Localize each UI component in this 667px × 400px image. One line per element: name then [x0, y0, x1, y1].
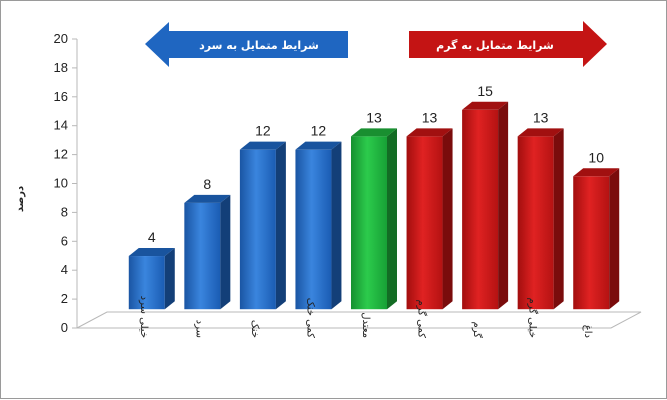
category-label: کمی گرم: [416, 299, 428, 338]
y-tick-label: 14: [54, 118, 68, 133]
bar-top: [517, 128, 564, 137]
category-label: خنک: [249, 320, 260, 338]
bar-9: [573, 168, 620, 310]
y-tick-label: 6: [61, 233, 68, 248]
y-tick-label: 8: [61, 204, 68, 219]
bar-front: [295, 149, 332, 310]
y-tick-label: 18: [54, 60, 68, 75]
y-axis-ticks: 0 2 4 6 8 10 12 14 16 18 20: [54, 31, 77, 335]
bars: [128, 101, 620, 310]
y-tick-label: 2: [61, 291, 68, 306]
y-axis-label: درصد: [15, 186, 26, 212]
bar-top: [184, 194, 231, 203]
bar-front: [128, 256, 165, 310]
y-tick-label: 10: [54, 176, 68, 191]
data-label: 10: [588, 149, 604, 165]
bar-top: [462, 101, 509, 110]
y-tick-label: 16: [54, 89, 68, 104]
bar-side: [442, 128, 453, 310]
data-label: 12: [255, 123, 271, 139]
data-label: 13: [422, 109, 438, 125]
bar-side: [220, 194, 231, 310]
data-label: 13: [366, 109, 382, 125]
bar-1: [128, 248, 175, 310]
warm-annotation: شرایط متمایل به گرم: [409, 21, 607, 67]
category-label: خیلی گرم: [527, 298, 539, 339]
data-label: 8: [203, 176, 211, 192]
bar-side: [609, 168, 620, 310]
warm-annotation-text: شرایط متمایل به گرم: [436, 39, 554, 52]
y-tick-label: 12: [54, 147, 68, 162]
bar-top: [351, 128, 397, 137]
category-labels: خیلی سرد سرد خنک کمی خنک معتدل کمی گرم گرم خیلی…: [138, 296, 593, 339]
bar-side: [387, 128, 397, 310]
category-label: معتدل: [360, 312, 371, 338]
bar-5: [351, 128, 397, 310]
category-label: گرم: [471, 322, 483, 339]
right-arrow-shape: [409, 21, 607, 67]
data-label: 4: [148, 229, 156, 245]
bar-front: [462, 109, 499, 310]
bar-2: [184, 194, 231, 310]
cold-annotation: شرایط متمایل به سرد: [145, 22, 348, 67]
bar-top: [128, 248, 175, 257]
bar-side: [553, 128, 564, 310]
bar-8: [517, 128, 564, 310]
bar-7: [462, 101, 509, 310]
bar-front: [351, 136, 387, 310]
data-labels: 4 8 12 12 13 13 15 13 10: [148, 83, 604, 245]
bar-top: [295, 141, 342, 150]
bar-front: [184, 202, 221, 310]
bar-front: [239, 149, 276, 310]
bar-top: [406, 128, 453, 137]
y-tick-label: 0: [61, 320, 68, 335]
cold-annotation-text: شرایط متمایل به سرد: [199, 39, 319, 52]
data-label: 15: [477, 83, 493, 99]
bar-top: [573, 168, 620, 177]
bar-3: [239, 141, 286, 310]
bar-6: [406, 128, 453, 310]
y-tick-label: 20: [54, 31, 68, 46]
category-label: کمی خنک: [304, 298, 315, 338]
data-label: 12: [311, 123, 327, 139]
bar-front: [573, 176, 610, 310]
category-label: داغ: [582, 325, 593, 338]
bar-side: [275, 141, 286, 310]
category-label: خیلی سرد: [138, 296, 149, 338]
chart-floor: [76, 311, 642, 329]
category-label: سرد: [193, 320, 204, 338]
bar-side: [331, 141, 342, 310]
left-arrow-shape: [145, 22, 348, 67]
bar-4: [295, 141, 342, 310]
bar-side: [164, 248, 175, 310]
bar-front: [517, 136, 554, 310]
bar-front: [406, 136, 443, 310]
bar-top: [239, 141, 286, 150]
bar-side: [498, 101, 509, 310]
y-tick-label: 4: [61, 262, 68, 277]
data-label: 13: [533, 109, 549, 125]
